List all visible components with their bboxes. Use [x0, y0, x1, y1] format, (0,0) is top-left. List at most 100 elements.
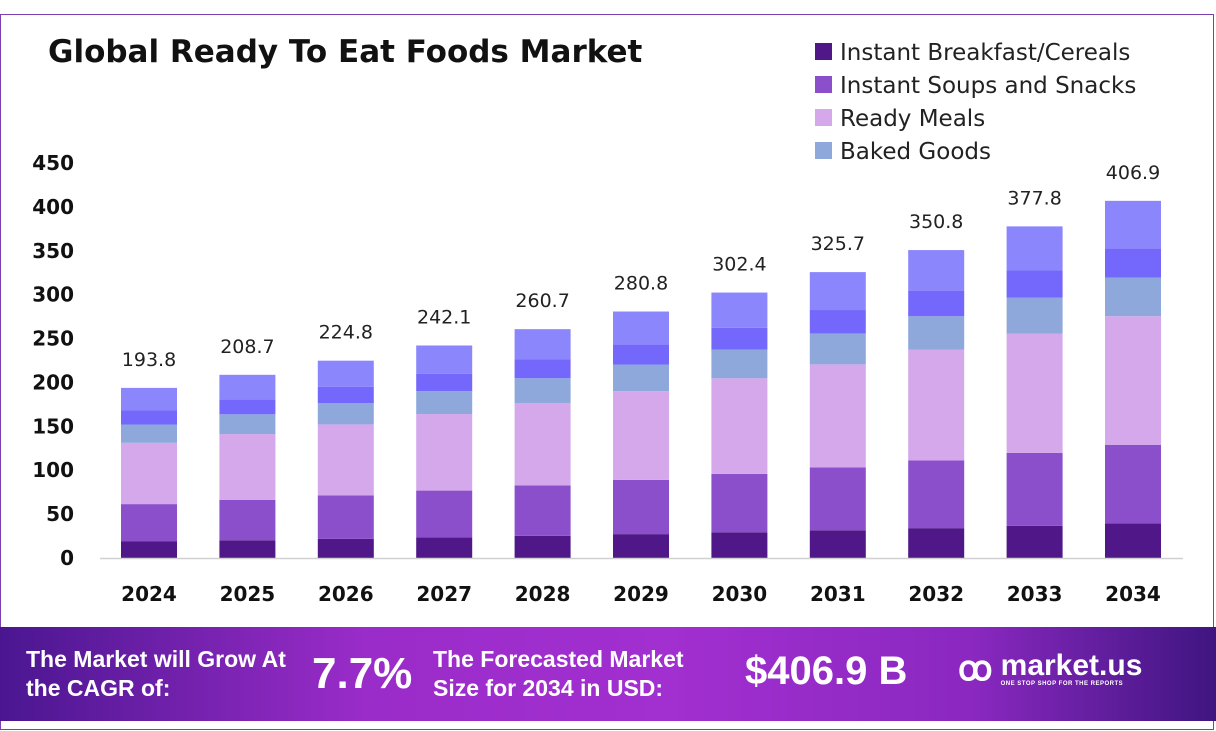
bar-segment — [1006, 226, 1063, 271]
bar-segment — [416, 345, 473, 374]
bar-segment — [219, 540, 276, 558]
bar-segment — [1006, 270, 1063, 298]
chart-frame — [0, 14, 1214, 730]
bars: 193.8 208.7 224.8 242.1 260.7 280.8 302.4 325.7… — [121, 162, 1161, 558]
bar-segment — [416, 414, 473, 491]
y-axis: 0 50 100 150 200 250 300 350 400 450 — [32, 151, 74, 570]
bar-segment — [1105, 316, 1161, 445]
bar-segment — [711, 532, 768, 558]
bar-stack-2027 — [416, 345, 473, 558]
bar-segment — [121, 410, 177, 425]
chart-title: Global Ready To Eat Foods Market — [48, 34, 643, 70]
x-tick-label: 2029 — [613, 582, 669, 606]
legend-label: Instant Breakfast/Cereals — [840, 40, 1130, 66]
bar-stack-2031 — [809, 272, 866, 558]
logo-tagline: ONE STOP SHOP FOR THE REPORTS — [1000, 681, 1124, 687]
total-data-label: 242.1 — [417, 306, 471, 328]
bar-segment — [613, 364, 669, 392]
bar-segment — [809, 333, 866, 365]
bar-segment — [1006, 333, 1063, 453]
bar-segment — [809, 364, 866, 468]
bar-segment — [613, 479, 669, 535]
x-axis: 2024 2025 2026 2027 2028 2029 2030 2031 2032 2033… — [121, 582, 1161, 606]
cagr-label: The Market will Grow At the CAGR of: — [26, 646, 286, 701]
bar-segment — [317, 360, 374, 387]
bar-segment — [317, 495, 374, 539]
y-tick-label: 350 — [32, 239, 74, 263]
bar-segment — [809, 272, 866, 311]
y-tick-label: 50 — [46, 502, 74, 526]
bar-segment — [121, 387, 177, 411]
bar-stack-2033 — [1006, 226, 1063, 558]
bar-segment — [1105, 523, 1161, 558]
summary-banner: The Market will Grow At the CAGR of: 7.7… — [0, 627, 1216, 721]
bar-segment — [514, 485, 571, 536]
legend: Instant Breakfast/Cereals Instant Soups a… — [815, 40, 1136, 165]
market-us-logo: ꝏ market.us ONE STOP SHOP FOR THE REPORT… — [958, 649, 1142, 689]
bar-stack-2028 — [514, 329, 571, 558]
bar-segment — [1105, 248, 1161, 278]
bar-stack-2024 — [121, 387, 177, 558]
legend-label: Baked Goods — [840, 139, 991, 165]
bar-segment — [514, 402, 571, 486]
forecast-label: The Forecasted Market Size for 2034 in U… — [433, 646, 684, 701]
x-tick-label: 2024 — [121, 582, 177, 606]
bar-segment — [317, 386, 374, 404]
y-tick-label: 300 — [32, 283, 74, 307]
legend-swatch — [815, 43, 832, 60]
y-tick-label: 0 — [60, 546, 74, 570]
bar-segment — [121, 442, 177, 505]
x-tick-label: 2034 — [1105, 582, 1161, 606]
logo-name: market.us — [1000, 649, 1143, 682]
bar-segment — [711, 327, 768, 350]
bar-segment — [219, 434, 276, 500]
bar-segment — [908, 349, 965, 461]
bar-segment — [121, 504, 177, 542]
bar-stack-2025 — [219, 374, 276, 558]
bar-segment — [514, 535, 571, 558]
legend-swatch — [815, 109, 832, 126]
bar-segment — [219, 499, 276, 541]
bar-segment — [317, 424, 374, 496]
total-data-label: 280.8 — [614, 273, 668, 295]
x-tick-label: 2025 — [220, 582, 276, 606]
x-tick-label: 2030 — [712, 582, 768, 606]
cagr-value: 7.7% — [312, 649, 413, 698]
bar-segment — [219, 414, 276, 435]
total-data-label: 325.7 — [811, 233, 865, 255]
total-data-label: 193.8 — [122, 349, 176, 371]
forecast-value: $406.9 B — [745, 649, 908, 693]
bar-segment — [908, 290, 965, 317]
bar-segment — [613, 311, 669, 345]
bar-segment — [1006, 452, 1063, 526]
bar-segment — [908, 250, 965, 291]
y-tick-label: 100 — [32, 458, 74, 482]
x-tick-label: 2032 — [908, 582, 964, 606]
bar-segment — [711, 473, 768, 533]
bar-segment — [416, 537, 473, 558]
bar-segment — [121, 424, 177, 443]
bar-segment — [908, 528, 965, 558]
bar-segment — [317, 538, 374, 558]
bar-segment — [711, 378, 768, 474]
x-tick-label: 2028 — [515, 582, 571, 606]
bar-segment — [1105, 200, 1161, 249]
bar-segment — [711, 349, 768, 379]
total-data-label: 208.7 — [220, 336, 274, 358]
bar-segment — [809, 467, 866, 531]
bar-segment — [711, 292, 768, 328]
bar-stack-2030 — [711, 292, 768, 558]
legend-label: Instant Soups and Snacks — [840, 73, 1136, 99]
total-data-label: 406.9 — [1106, 162, 1160, 184]
bar-segment — [514, 329, 571, 360]
bar-segment — [613, 534, 669, 558]
total-data-label: 260.7 — [515, 290, 569, 312]
bar-segment — [613, 391, 669, 480]
legend-label: Ready Meals — [840, 106, 985, 132]
bar-stack-2029 — [613, 311, 669, 558]
bar-stack-2034 — [1105, 200, 1161, 558]
bar-segment — [1105, 444, 1161, 524]
bar-segment — [908, 460, 965, 529]
total-data-label: 224.8 — [319, 322, 373, 344]
logo-mark-icon: ꝏ — [958, 650, 993, 688]
